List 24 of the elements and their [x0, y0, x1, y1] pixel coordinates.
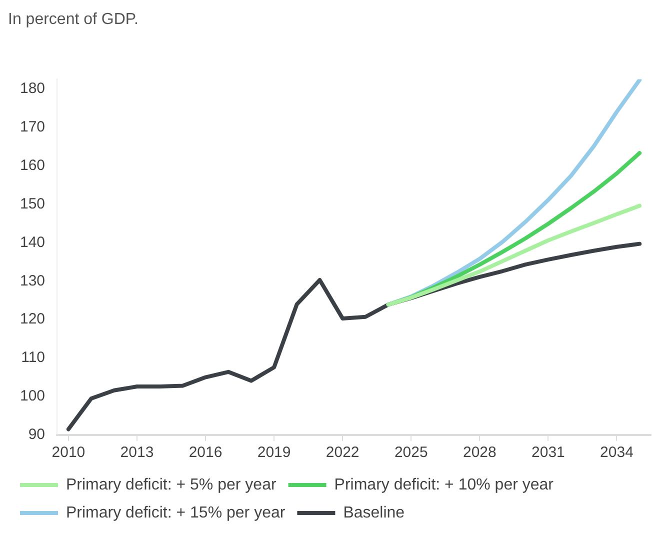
- y-tick-label: 90: [28, 426, 46, 444]
- chart-title: In percent of GDP.: [8, 11, 138, 28]
- legend-label: Baseline: [343, 504, 405, 522]
- x-tick-label: 2025: [394, 444, 428, 462]
- y-tick-label: 160: [20, 156, 46, 174]
- x-tick-label: 2028: [462, 444, 496, 462]
- y-tick-label: 150: [20, 195, 46, 212]
- y-tick-label: 170: [20, 118, 46, 136]
- x-tick-label: 2019: [257, 444, 291, 462]
- x-tick-label: 2016: [188, 444, 222, 462]
- legend-label: Primary deficit: + 5% per year: [66, 476, 277, 494]
- x-tick-label: 2010: [52, 444, 86, 462]
- x-tick-label: 2013: [120, 444, 154, 462]
- legend-label: Primary deficit: + 15% per year: [66, 504, 286, 522]
- y-tick-label: 110: [21, 349, 46, 366]
- legend-label: Primary deficit: + 10% per year: [334, 476, 554, 494]
- y-tick-label: 130: [20, 272, 46, 290]
- y-tick-label: 100: [20, 388, 46, 405]
- x-tick-label: 2034: [600, 444, 634, 462]
- y-tick-label: 120: [20, 310, 46, 328]
- x-tick-label: 2031: [532, 444, 565, 462]
- x-tick-label: 2022: [326, 444, 360, 462]
- y-tick-label: 140: [20, 234, 46, 251]
- y-tick-label: 180: [20, 80, 46, 97]
